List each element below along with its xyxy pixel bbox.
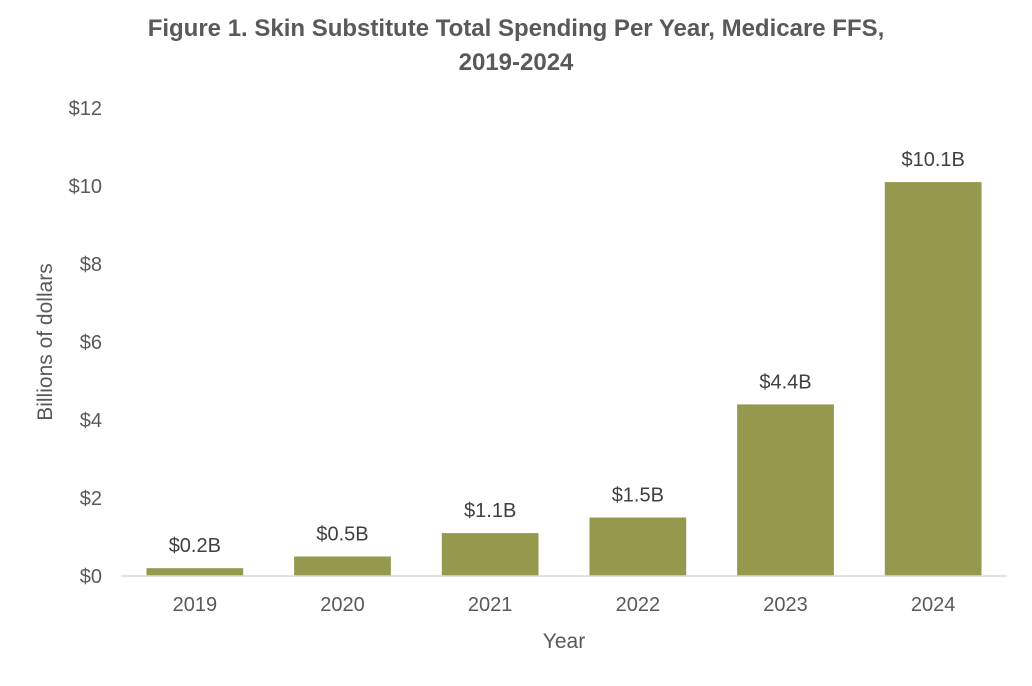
data-label-2019: $0.2B [169, 535, 221, 557]
y-tick-label: $12 [69, 98, 102, 120]
y-tick-label: $2 [80, 488, 102, 510]
x-tick-label-2023: 2023 [763, 594, 808, 616]
chart-title-line-2: 2019-2024 [459, 49, 574, 76]
data-labels: $0.2B $0.5B $1.1B $1.5B $4.4B $10.1B [169, 149, 965, 557]
bar-2024 [884, 182, 982, 576]
x-tick-label-2020: 2020 [320, 594, 365, 616]
bar-2021 [441, 533, 539, 576]
bar-2022 [589, 517, 687, 576]
bars [146, 182, 982, 576]
y-axis-ticks: $0 $2 $4 $6 $8 $10 $12 [69, 98, 102, 588]
x-axis-ticks: 2019 2020 2021 2022 2023 2024 [173, 594, 956, 616]
bar-2023 [737, 404, 834, 576]
data-label-2020: $0.5B [316, 524, 368, 546]
bar-2019 [146, 568, 244, 576]
x-tick-label-2024: 2024 [911, 594, 956, 616]
data-label-2022: $1.5B [612, 485, 664, 507]
y-axis-title: Billions of dollars [34, 263, 57, 421]
y-tick-label: $0 [80, 566, 102, 588]
data-label-2023: $4.4B [759, 371, 811, 393]
y-tick-label: $10 [69, 176, 102, 198]
y-tick-label: $8 [80, 254, 102, 276]
data-label-2021: $1.1B [464, 500, 516, 522]
x-tick-label-2019: 2019 [173, 594, 218, 616]
x-tick-label-2022: 2022 [616, 594, 661, 616]
x-tick-label-2021: 2021 [468, 594, 513, 616]
chart-title-line-1: Figure 1. Skin Substitute Total Spending… [148, 15, 885, 42]
bar-2020 [294, 556, 391, 576]
y-tick-label: $4 [80, 410, 102, 432]
y-tick-label: $6 [80, 332, 102, 354]
x-axis-title: Year [543, 630, 585, 653]
data-label-2024: $10.1B [901, 149, 964, 171]
